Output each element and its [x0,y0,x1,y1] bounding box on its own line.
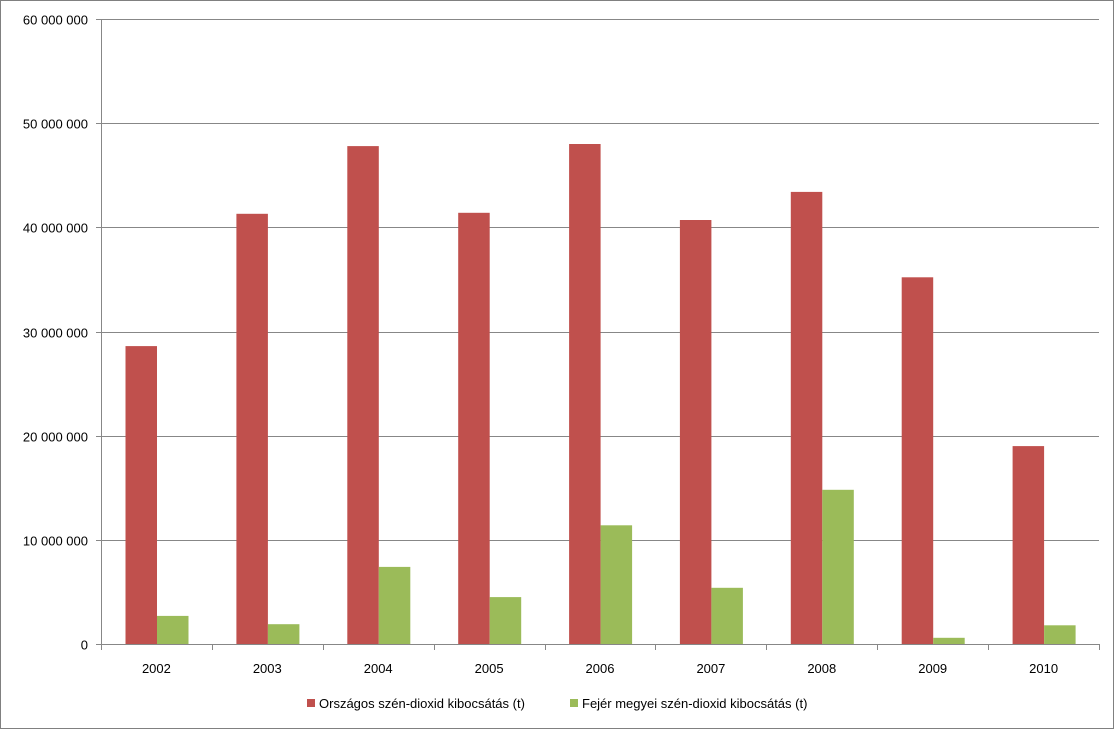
bar-fejer-2005 [489,597,522,644]
y-tick-label: 0 [81,638,88,653]
y-tick-label: 30 000 000 [23,326,88,341]
bar-orszagos-2005 [458,212,490,645]
bars [125,144,1076,645]
bar-fejer-2006 [600,525,633,645]
y-tick-label: 10 000 000 [23,534,88,549]
bar-fejer-2007 [711,587,743,645]
bar-orszagos-2002 [125,346,157,644]
x-tick-label: 2004 [364,661,393,676]
x-tick-label: 2009 [918,661,947,676]
x-tick-label: 2003 [253,661,282,676]
bar-fejer-2003 [267,624,300,644]
bar-orszagos-2010 [1012,446,1045,644]
y-tick-label: 50 000 000 [23,117,88,132]
bar-orszagos-2004 [347,146,379,644]
y-tick-label: 20 000 000 [23,430,88,445]
y-axis-tick-labels: 0 10 000 000 20 000 000 30 000 000 40 000 00… [23,13,88,653]
axes [96,19,1100,650]
x-tick-label: 2007 [696,661,725,676]
legend-swatch-orszagos [307,699,315,707]
bar-orszagos-2007 [679,220,712,644]
x-axis-tick-labels: 2002 2003 2004 2005 2006 2007 2008 2009 2010 [142,661,1058,676]
y-tick-label: 60 000 000 [23,13,88,28]
x-tick-label: 2006 [586,661,615,676]
legend: Országos szén-dioxid kibocsátás (t) Fejér… [307,696,807,711]
bar-fejer-2009 [933,637,965,645]
bar-fejer-2008 [822,489,854,644]
bar-fejer-2004 [378,566,411,644]
y-tick-label: 40 000 000 [23,221,88,236]
bar-fejer-2002 [157,615,189,644]
bar-orszagos-2003 [236,213,268,645]
x-tick-label: 2010 [1029,661,1058,676]
x-tick-label: 2008 [807,661,836,676]
bar-fejer-2010 [1044,625,1076,645]
bar-orszagos-2008 [790,191,823,644]
bar-orszagos-2006 [569,144,601,644]
legend-label-orszagos: Országos szén-dioxid kibocsátás (t) [319,696,525,711]
legend-label-fejer: Fejér megyei szén-dioxid kibocsátás (t) [582,696,807,711]
x-tick-label: 2005 [475,661,504,676]
legend-swatch-fejer [570,699,578,707]
bar-orszagos-2009 [901,277,934,644]
x-tick-label: 2002 [142,661,171,676]
